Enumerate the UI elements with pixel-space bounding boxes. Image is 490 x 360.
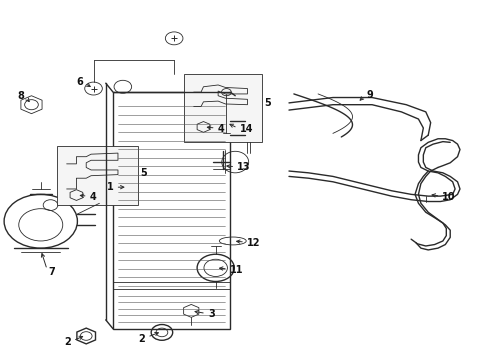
Text: 4: 4 [90, 192, 97, 202]
Text: 4: 4 [218, 124, 224, 134]
Text: 5: 5 [265, 98, 271, 108]
Text: 2: 2 [64, 337, 71, 347]
Bar [113, 92, 230, 329]
Bar [57, 146, 138, 205]
Text: 3: 3 [208, 310, 215, 319]
Text: 2: 2 [138, 333, 145, 343]
Text: 13: 13 [237, 162, 251, 172]
Text: 10: 10 [442, 192, 456, 202]
Text: 5: 5 [141, 168, 147, 178]
Text: 14: 14 [240, 124, 253, 134]
Text: 11: 11 [230, 265, 244, 275]
Text: 7: 7 [48, 267, 55, 277]
Text: 12: 12 [247, 238, 261, 248]
Text: 1: 1 [107, 182, 114, 192]
Text: 8: 8 [17, 91, 24, 102]
Text: 6: 6 [76, 77, 83, 87]
Text: 9: 9 [366, 90, 373, 100]
Bar [184, 74, 262, 142]
